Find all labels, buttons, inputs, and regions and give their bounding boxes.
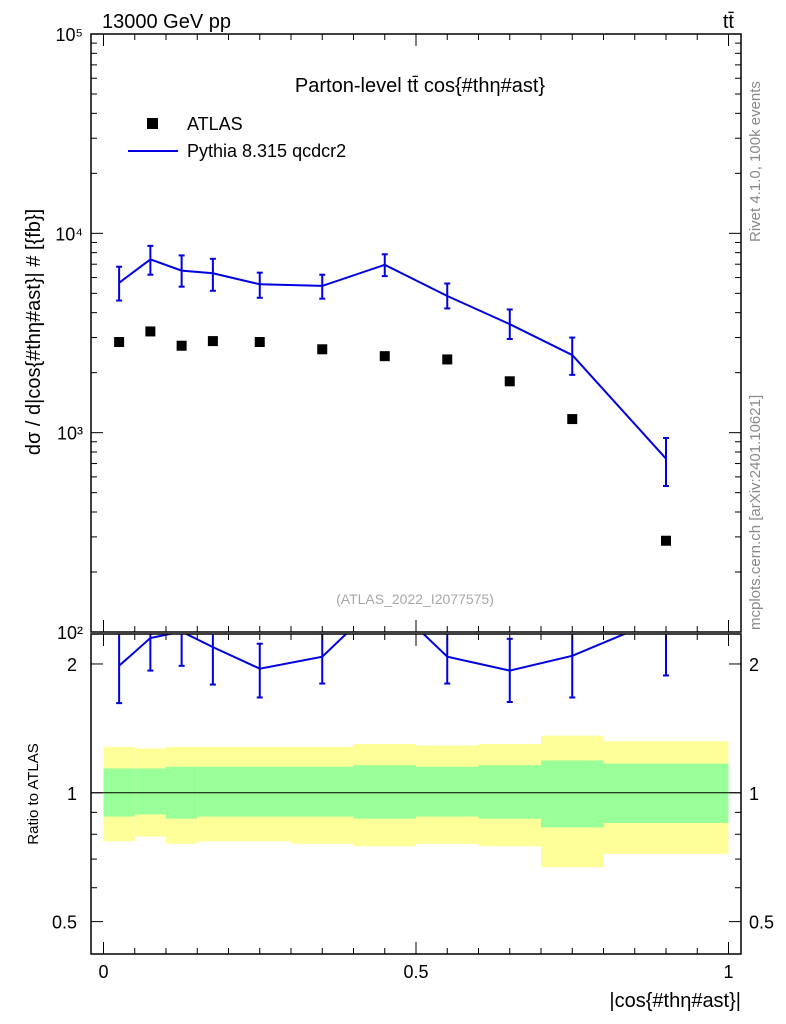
main-plot-content xyxy=(114,244,671,546)
atlas-data-point xyxy=(661,535,671,546)
atlas-data-point xyxy=(379,351,390,362)
main-ylabel: dσ / d|cos{#thη#ast}| # [{fb}] xyxy=(23,209,45,455)
ratio-plot-content xyxy=(91,634,741,868)
atlas-data-point xyxy=(145,326,156,337)
legend-pythia-label: Pythia 8.315 qcdcr2 xyxy=(187,141,346,161)
main-y-tick-label: 10² xyxy=(57,623,83,643)
atlas-data-point xyxy=(567,414,578,425)
ratio-y-tick-label-left: 2 xyxy=(67,655,77,675)
uncertainty-band-inner xyxy=(416,766,479,817)
x-tick-label: 0 xyxy=(98,962,108,982)
atlas-data-point xyxy=(207,336,218,347)
analysis-identifier: (ATLAS_2022_I2077575) xyxy=(336,591,494,607)
atlas-data-point xyxy=(114,337,125,348)
rivet-version-label: Rivet 4.1.0, 100k events xyxy=(747,81,764,242)
atlas-data-point xyxy=(176,340,187,351)
main-plot-axes: 10² 10³ 10⁴ 10⁵ xyxy=(55,25,741,643)
uncertainty-band-inner xyxy=(197,766,229,817)
energy-label: 13000 GeV pp xyxy=(102,11,231,33)
pythia-line xyxy=(118,258,667,460)
ratio-y-tick-label-right: 2 xyxy=(749,655,759,675)
uncertainty-band-inner xyxy=(541,760,604,828)
uncertainty-band-inner xyxy=(353,765,416,819)
ratio-ylabel: Ratio to ATLAS xyxy=(25,743,42,844)
process-label: tt̄ xyxy=(723,11,735,33)
chart-title: Parton-level tt̄ cos{#thη#ast} xyxy=(295,75,545,97)
x-tick-label: 1 xyxy=(723,962,733,982)
atlas-data-point xyxy=(254,337,265,348)
x-axis-label: |cos{#thη#ast}| xyxy=(609,990,741,1012)
atlas-data-point xyxy=(442,354,453,365)
legend-atlas-label: ATLAS xyxy=(187,114,243,134)
main-y-tick-label: 10³ xyxy=(57,424,83,444)
legend-atlas-marker xyxy=(147,118,158,129)
ratio-y-tick-label-left: 1 xyxy=(67,784,77,804)
mcplots-reference-label: mcplots.cern.ch [arXiv:2401.10621] xyxy=(747,395,764,630)
ratio-y-tick-label-right: 1 xyxy=(749,784,759,804)
ratio-y-tick-label-right: 0.5 xyxy=(749,913,774,933)
atlas-data-point xyxy=(504,376,515,387)
x-tick-label: 0.5 xyxy=(403,962,428,982)
uncertainty-band-inner xyxy=(228,766,291,817)
uncertainty-band-inner xyxy=(291,766,354,817)
ratio-y-tick-label-left: 0.5 xyxy=(52,913,77,933)
atlas-data-point xyxy=(317,344,328,355)
uncertainty-band-inner xyxy=(478,765,541,819)
uncertainty-band-inner xyxy=(603,763,729,823)
main-y-tick-label: 10⁵ xyxy=(56,25,83,45)
main-y-tick-label: 10⁴ xyxy=(55,224,83,244)
ratio-plot-axes: 0.5 0.5 1 1 2 2 0 0.5 1 xyxy=(52,634,774,982)
uncertainty-band-inner xyxy=(134,768,166,815)
